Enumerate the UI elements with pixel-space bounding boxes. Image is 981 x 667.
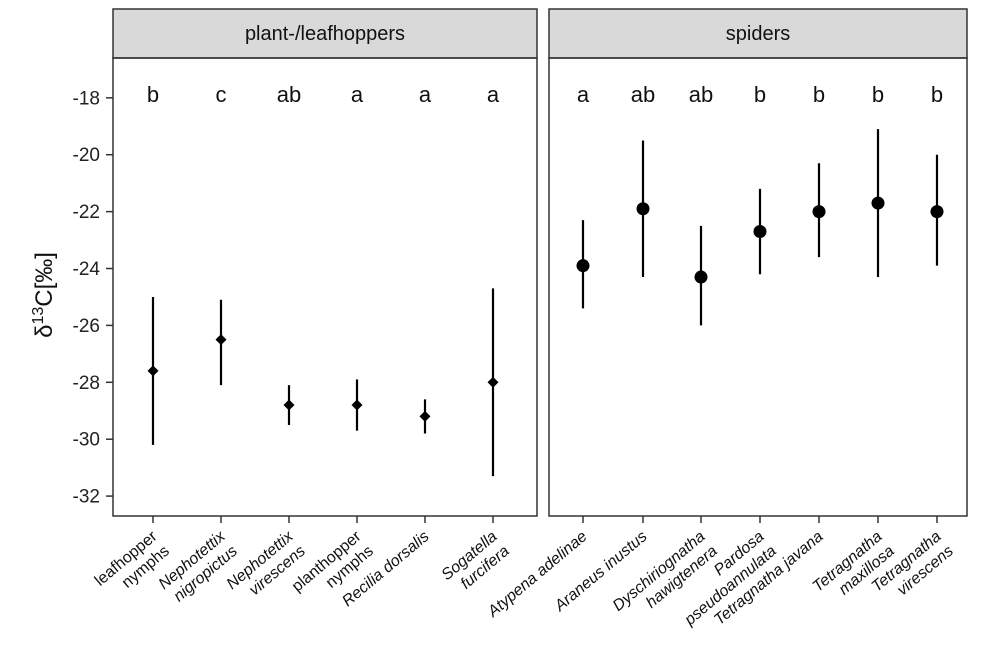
significance-letter: b: [147, 82, 159, 107]
x-category-label: Sogatellafurcifera: [439, 528, 513, 599]
x-category-label: leafhoppernymphs: [92, 528, 174, 605]
significance-letter: a: [577, 82, 590, 107]
significance-letter: ab: [689, 82, 713, 107]
significance-letter: a: [351, 82, 364, 107]
data-point: [753, 225, 767, 239]
y-tick-label: -28: [73, 373, 100, 394]
axes-layer: -32 -30 -28 -26 -24 -22 -20 -18 plant-/leafhoppe…: [73, 8, 968, 629]
y-axis-title-sup: 13: [30, 307, 47, 325]
panel-strip-label: plant-/leafhoppers: [245, 23, 405, 45]
panel-strip: [112, 8, 538, 59]
y-tick-label: -20: [73, 145, 100, 166]
panel-strip: [548, 8, 968, 59]
y-tick-label: -32: [73, 487, 100, 508]
significance-letter: a: [487, 82, 500, 107]
data-point: [147, 365, 159, 377]
significance-letter: b: [931, 82, 943, 107]
panel-frame: [112, 57, 538, 517]
data-point: [215, 334, 227, 346]
significance-letter: c: [216, 82, 227, 107]
x-category-label: Atypena adelinae: [484, 528, 590, 621]
y-tick-label: -24: [73, 259, 101, 280]
x-category-label: Nephotettixvirescens: [224, 527, 310, 607]
y-axis-title-delta: δ: [31, 325, 58, 338]
data-point: [576, 259, 590, 273]
y-tick-label: -18: [73, 88, 100, 109]
y-tick-label: -22: [73, 202, 100, 223]
data-point: [812, 205, 826, 219]
data-point: [487, 376, 499, 388]
significance-letter: b: [872, 82, 884, 107]
significance-letter: b: [813, 82, 825, 107]
panel-frame: [548, 57, 968, 517]
y-axis-title: δ13C[‰]: [30, 252, 58, 338]
y-axis-title-rest: C[‰]: [31, 252, 58, 307]
data-point: [283, 399, 295, 411]
data-point: [351, 399, 363, 411]
data-point: [694, 270, 708, 284]
significance-letter: a: [419, 82, 432, 107]
y-tick-label: -26: [73, 316, 100, 337]
data-point: [636, 202, 650, 216]
x-category-label: Nephotettixnigropictus: [156, 527, 242, 607]
panel-strip-label: spiders: [726, 23, 790, 45]
data-point: [930, 205, 944, 219]
x-category-label-line: Atypena adelinae: [484, 528, 590, 621]
significance-letter: ab: [277, 82, 301, 107]
data-point: [419, 410, 431, 422]
significance-letter: ab: [631, 82, 655, 107]
significance-letter: b: [754, 82, 766, 107]
y-tick-label: -30: [73, 430, 100, 451]
data-point: [871, 196, 885, 210]
